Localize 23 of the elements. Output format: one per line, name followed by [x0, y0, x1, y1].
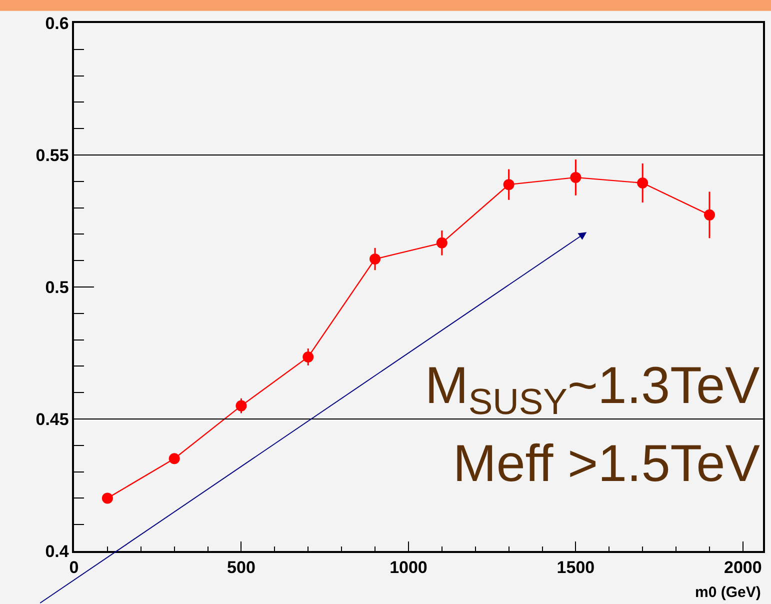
point: [704, 209, 715, 220]
point: [503, 179, 514, 190]
y-tick-label: 0.55: [36, 146, 69, 165]
point: [236, 400, 247, 412]
x-tick-label: 1000: [390, 558, 428, 578]
point: [302, 351, 314, 362]
annotation: M$_{SUSY}$~1.3TeV: [425, 357, 760, 422]
x-tick-label: 500: [227, 558, 256, 578]
y-tick-label: 0.45: [36, 410, 69, 429]
point: [102, 492, 113, 504]
point: [637, 177, 648, 188]
annotation: Meff >1.5TeV: [453, 435, 760, 493]
point: [570, 172, 582, 183]
y-tick-label: 0.5: [45, 278, 69, 297]
x-tick-label: 2000: [724, 558, 762, 578]
y-tick-label: 0.6: [45, 14, 69, 33]
point: [168, 453, 180, 464]
point: [436, 237, 448, 248]
x-tick-label: 1500: [556, 558, 595, 578]
y-tick-label: 0.4: [45, 542, 70, 561]
x-axis-title: m0 (GeV): [695, 584, 761, 601]
x-tick-label: 0: [69, 558, 79, 578]
point: [370, 254, 381, 265]
